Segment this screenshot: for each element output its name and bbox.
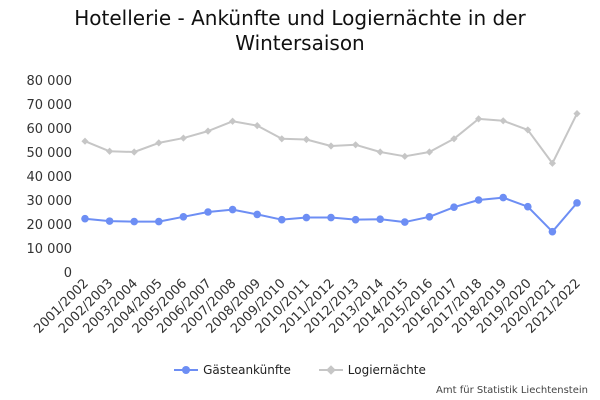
data-point bbox=[229, 117, 237, 125]
legend-label: Gästeankünfte bbox=[203, 363, 291, 377]
data-point bbox=[548, 227, 557, 236]
data-point bbox=[327, 142, 335, 150]
data-point bbox=[376, 215, 385, 223]
legend-item-logiernaechte[interactable]: Logiernächte bbox=[318, 363, 426, 377]
y-tick-label: 80 000 bbox=[27, 74, 73, 89]
data-point bbox=[179, 213, 188, 221]
data-point bbox=[401, 218, 409, 226]
data-point bbox=[106, 147, 114, 155]
source-note: Amt für Statistik Liechtenstein bbox=[436, 385, 588, 396]
legend-marker-circle-icon bbox=[174, 365, 199, 375]
data-point bbox=[499, 117, 507, 125]
data-point bbox=[278, 215, 286, 224]
legend-marker-diamond-icon bbox=[318, 365, 343, 375]
data-point bbox=[425, 148, 433, 156]
data-point bbox=[228, 205, 237, 214]
data-point bbox=[278, 135, 286, 143]
data-point bbox=[155, 217, 163, 226]
data-point bbox=[475, 115, 483, 123]
chart-title-line-1: Hotellerie - Ankünfte und Logiernächte i… bbox=[74, 6, 526, 30]
data-point bbox=[253, 122, 261, 130]
chart-title: Hotellerie - Ankünfte und Logiernächte i… bbox=[0, 6, 600, 56]
legend-item-gaesteankuenfte[interactable]: Gästeankünfte bbox=[174, 363, 291, 377]
data-point bbox=[548, 159, 556, 167]
y-tick-label: 50 000 bbox=[27, 146, 73, 161]
data-point bbox=[450, 135, 458, 143]
data-point bbox=[253, 210, 261, 219]
y-tick-label: 70 000 bbox=[27, 98, 73, 113]
data-point bbox=[450, 203, 458, 211]
data-point bbox=[204, 208, 212, 216]
data-point bbox=[524, 202, 532, 211]
data-point bbox=[155, 139, 163, 147]
chart-title-line-2: Wintersaison bbox=[235, 31, 365, 55]
legend-label: Logiernächte bbox=[347, 363, 426, 377]
y-tick-label: 0 bbox=[64, 266, 72, 281]
data-point bbox=[573, 110, 581, 118]
y-tick-label: 40 000 bbox=[27, 170, 73, 185]
data-point bbox=[105, 217, 114, 225]
data-point bbox=[351, 215, 360, 224]
y-tick-label: 30 000 bbox=[27, 194, 73, 209]
data-point bbox=[352, 141, 360, 149]
data-point bbox=[474, 196, 483, 204]
data-point bbox=[204, 127, 212, 135]
y-tick-label: 20 000 bbox=[27, 218, 73, 233]
data-point bbox=[130, 217, 138, 226]
data-point bbox=[401, 152, 409, 160]
data-point bbox=[376, 148, 384, 156]
y-tick-label: 10 000 bbox=[27, 242, 73, 257]
data-point bbox=[573, 199, 581, 207]
data-point bbox=[81, 214, 89, 223]
data-point bbox=[524, 126, 532, 134]
data-point bbox=[81, 137, 89, 145]
data-point bbox=[425, 213, 434, 221]
data-point bbox=[130, 148, 138, 156]
data-point bbox=[179, 134, 187, 142]
data-point bbox=[499, 193, 508, 202]
legend: Gästeankünfte Logiernächte bbox=[0, 363, 600, 378]
data-point bbox=[327, 213, 335, 222]
data-point bbox=[302, 213, 311, 222]
data-point bbox=[302, 135, 310, 144]
y-tick-label: 60 000 bbox=[27, 122, 73, 137]
